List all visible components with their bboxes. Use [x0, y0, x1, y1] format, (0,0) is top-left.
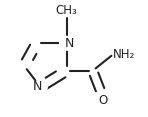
- Text: CH₃: CH₃: [56, 4, 77, 17]
- Circle shape: [33, 80, 47, 94]
- Text: N: N: [64, 37, 74, 50]
- Text: NH₂: NH₂: [113, 48, 135, 61]
- Text: O: O: [98, 94, 107, 107]
- Text: N: N: [33, 80, 42, 93]
- Circle shape: [60, 36, 73, 50]
